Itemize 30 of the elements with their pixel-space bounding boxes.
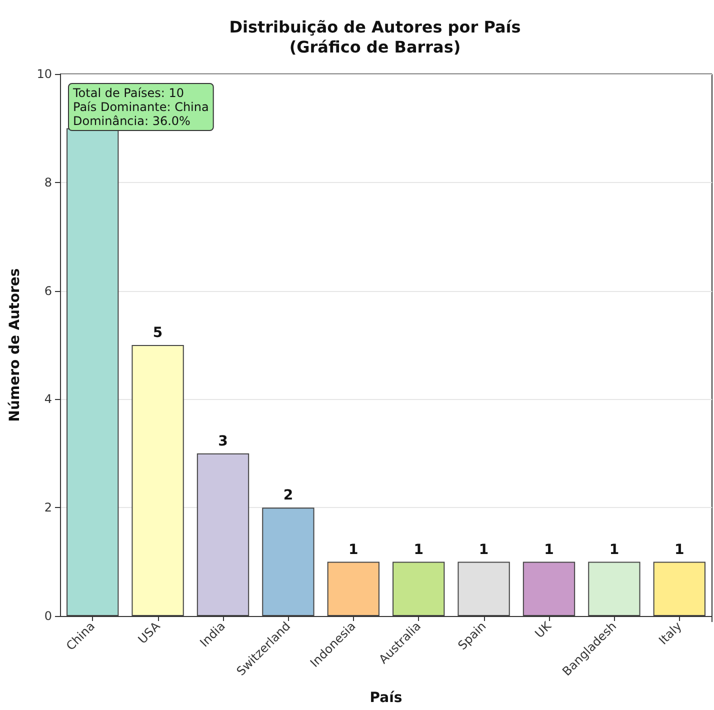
chart-title: Distribuição de Autores por País (Gráfico de Barras) xyxy=(229,18,521,56)
x-axis-title: País xyxy=(370,690,402,706)
y-tick-label: 6 xyxy=(44,284,52,298)
x-tick-label: USA xyxy=(135,618,164,646)
y-tick-label: 8 xyxy=(44,175,52,190)
data-label: 1 xyxy=(478,542,489,558)
bar xyxy=(392,562,445,616)
data-label: 2 xyxy=(283,488,294,504)
y-axis-title: Número de Autores xyxy=(7,268,23,422)
data-label: 1 xyxy=(609,542,620,558)
data-label: 1 xyxy=(414,542,424,558)
bar xyxy=(327,562,380,616)
data-label: 1 xyxy=(348,542,358,558)
x-tick-label: UK xyxy=(532,618,555,641)
bar xyxy=(522,562,576,616)
bar xyxy=(196,453,250,616)
annotation: Total de Países: 10 País Dominante: China Dominância: 36.0% xyxy=(72,86,209,128)
data-label: 5 xyxy=(152,325,163,341)
y-tick-label: 4 xyxy=(44,392,52,406)
bar xyxy=(653,562,706,616)
bar xyxy=(262,508,314,616)
data-label: 3 xyxy=(218,433,228,450)
bar xyxy=(132,345,184,616)
y-tick-label: 0 xyxy=(44,609,52,623)
data-label: 1 xyxy=(544,542,554,558)
y-tick-label: 10 xyxy=(36,67,52,81)
data-label: 1 xyxy=(674,542,684,558)
bar xyxy=(458,562,510,616)
y-tick-label: 2 xyxy=(44,500,52,515)
bar xyxy=(588,562,640,616)
